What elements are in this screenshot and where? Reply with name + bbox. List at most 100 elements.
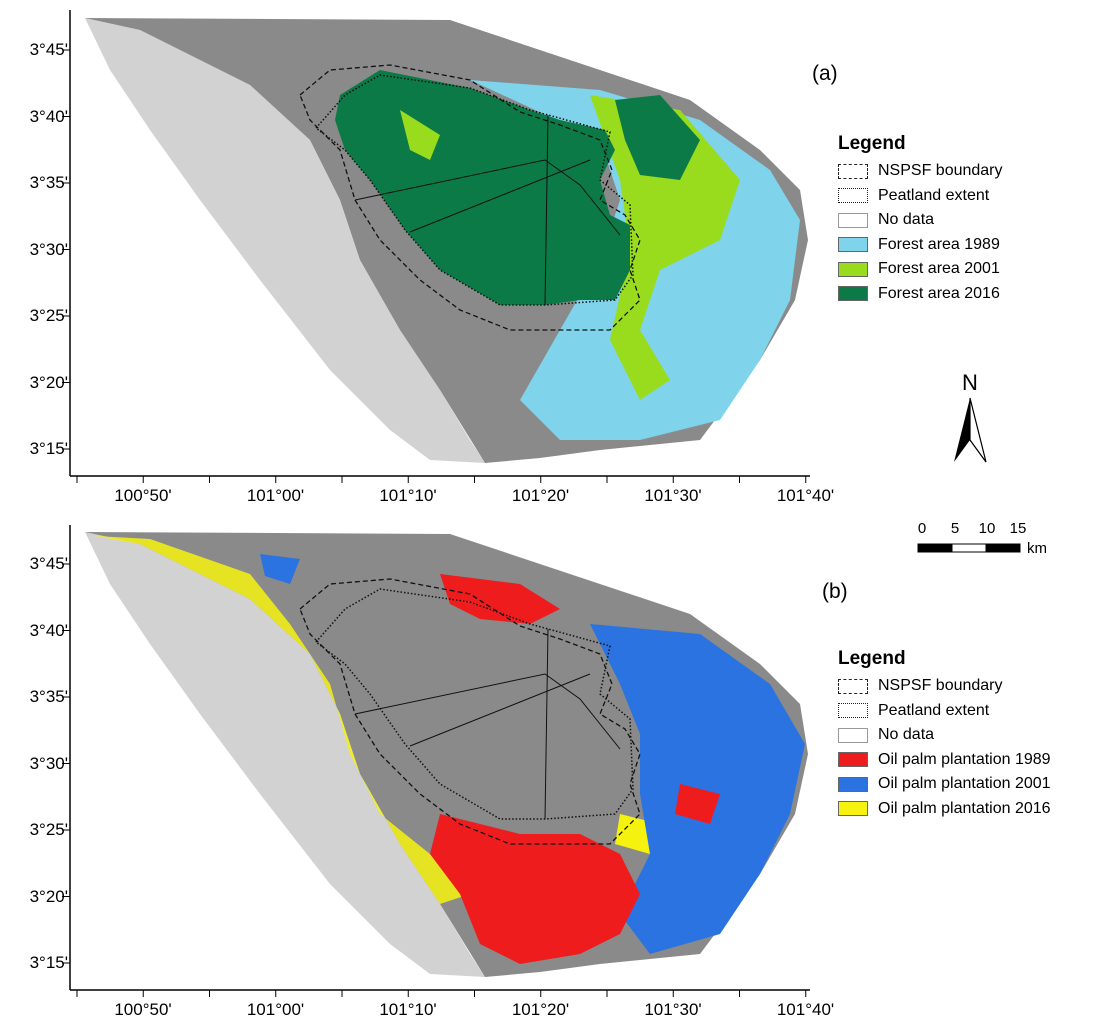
- legend-item: No data: [838, 723, 1051, 748]
- oil-palm-1989-patch-b: [675, 784, 720, 824]
- legend-item: Oil palm plantation 1989: [838, 748, 1051, 773]
- legend-items-a: NSPSF boundary Peatland extent No data Fore…: [838, 159, 1003, 306]
- legend-item: Forest area 2001: [838, 257, 1003, 282]
- legend-swatch: [838, 801, 868, 817]
- oil-palm-1989-south-b: [430, 814, 640, 964]
- north-arrow: N: [954, 370, 987, 463]
- lat-label: 3°20': [29, 886, 68, 906]
- legend-swatch: [838, 678, 868, 694]
- lat-label: 3°30': [29, 239, 68, 259]
- scale-tick-2: 10: [979, 520, 996, 537]
- lat-label: 3°45': [29, 554, 68, 573]
- nspsf-boundary-a: [299, 64, 641, 331]
- lat-label: 3°40': [29, 620, 68, 640]
- legend-title: Legend: [838, 648, 906, 669]
- oil-palm-2016-coast-b: [95, 536, 470, 904]
- panel-b-label: (b): [822, 580, 848, 603]
- legend-label: Forest area 2001: [878, 260, 1000, 278]
- lat-label: 3°35': [29, 173, 68, 192]
- legend-label: No data: [878, 211, 935, 229]
- coast-shade-b: [85, 532, 485, 977]
- legend-item: NSPSF boundary: [838, 159, 1003, 184]
- legend-items-b: NSPSF boundary Peatland extent No data Oil …: [838, 674, 1051, 821]
- north-arrow-label: N: [962, 370, 978, 395]
- legend-label: Oil palm plantation 2001: [878, 775, 1051, 793]
- lat-label: 3°40': [29, 106, 68, 126]
- lon-label: 101°10': [379, 486, 437, 505]
- compartment-lines-a: [354, 114, 621, 306]
- north-arrow-left-half: [954, 398, 970, 462]
- lon-label: 101°30': [644, 486, 702, 505]
- lon-label: 101°40': [776, 1000, 835, 1019]
- legend-swatch: [838, 163, 868, 179]
- legend-item: Forest area 2016: [838, 282, 1003, 307]
- lon-label: 101°00': [246, 486, 305, 505]
- legend-label: Forest area 1989: [878, 235, 1000, 253]
- nspsf-boundary-b: [299, 578, 641, 845]
- legend-item: NSPSF boundary: [838, 674, 1051, 699]
- lon-label: 101°20': [511, 486, 570, 505]
- legend-label: Oil palm plantation 2016: [878, 799, 1051, 817]
- lat-label: 3°25': [29, 820, 68, 839]
- scale-tick-0: 0: [918, 520, 926, 537]
- lon-label: 100°50': [114, 486, 172, 505]
- legend-label: Oil palm plantation 1989: [878, 750, 1051, 768]
- coast-shade-a: [85, 18, 485, 463]
- legend-label: Forest area 2016: [878, 284, 1000, 302]
- legend-swatch: [838, 261, 868, 277]
- forest-2016-east-a: [615, 95, 700, 180]
- panel-a-label: (a): [812, 62, 838, 85]
- lat-label: 3°15': [29, 953, 68, 972]
- legend-swatch: [838, 237, 868, 253]
- scale-unit: km: [1027, 540, 1047, 557]
- lat-label: 3°20': [29, 372, 68, 392]
- north-arrow-right-half: [969, 397, 987, 463]
- lon-label: 101°20': [511, 1000, 570, 1019]
- legend-label: No data: [878, 726, 935, 744]
- scale-tick-1: 5: [951, 520, 959, 537]
- oil-palm-2001-nw-b: [260, 554, 300, 584]
- legend-b: Legend NSPSF boundary Peatland extent No d…: [838, 648, 1051, 821]
- legend-title: Legend: [838, 133, 906, 154]
- legend-label: NSPSF boundary: [878, 162, 1003, 180]
- oil-palm-1989-north-b: [440, 574, 560, 624]
- peatland-extent-a: [314, 74, 634, 306]
- legend-a: Legend NSPSF boundary Peatland extent No d…: [838, 133, 1003, 306]
- legend-item: No data: [838, 208, 1003, 233]
- lon-ticks-b: [76, 990, 807, 997]
- lon-label: 101°30': [644, 1000, 702, 1019]
- scale-bar: 0 5 10 15 km: [917, 520, 1047, 557]
- peatland-extent-b: [314, 588, 634, 820]
- legend-label: Peatland extent: [878, 701, 990, 719]
- lon-label: 101°10': [379, 1000, 437, 1019]
- legend-swatch: [838, 776, 868, 792]
- legend-item: Peatland extent: [838, 699, 1051, 724]
- compartment-lines-b: [354, 628, 621, 820]
- legend-swatch: [838, 188, 868, 204]
- lat-label: 3°25': [29, 306, 68, 325]
- scale-tick-3: 15: [1010, 520, 1027, 537]
- forest-2001-patch-a: [400, 110, 440, 160]
- legend-swatch: [838, 703, 868, 719]
- legend-swatch: [838, 286, 868, 302]
- legend-label: Peatland extent: [878, 186, 990, 204]
- legend-item: Forest area 1989: [838, 233, 1003, 258]
- lon-ticks-a: [76, 476, 807, 483]
- legend-label: NSPSF boundary: [878, 677, 1003, 695]
- lat-label: 3°15': [29, 439, 68, 458]
- legend-swatch: [838, 752, 868, 768]
- legend-item: Peatland extent: [838, 184, 1003, 209]
- legend-swatch: [838, 212, 868, 228]
- legend-item: Oil palm plantation 2001: [838, 772, 1051, 797]
- lon-label: 101°40': [776, 486, 835, 505]
- lat-label: 3°30': [29, 753, 68, 773]
- lon-label: 101°00': [246, 1000, 305, 1019]
- lat-label: 3°35': [29, 687, 68, 706]
- forest-2001-a: [590, 95, 740, 400]
- lat-ticks-a: [62, 49, 70, 450]
- lat-ticks-b: [62, 563, 70, 964]
- lon-label: 100°50': [114, 1000, 172, 1019]
- legend-swatch: [838, 727, 868, 743]
- legend-item: Oil palm plantation 2016: [838, 797, 1051, 822]
